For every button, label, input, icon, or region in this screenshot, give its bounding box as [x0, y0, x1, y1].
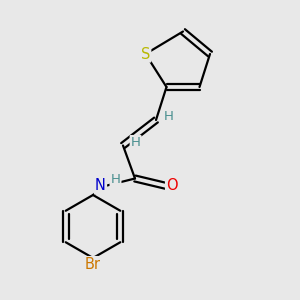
- Text: S: S: [141, 46, 150, 62]
- Text: H: H: [111, 173, 120, 186]
- Text: Br: Br: [85, 257, 101, 272]
- Text: O: O: [166, 178, 178, 194]
- Text: H: H: [164, 110, 173, 124]
- Text: H: H: [131, 136, 140, 149]
- Text: N: N: [95, 178, 106, 194]
